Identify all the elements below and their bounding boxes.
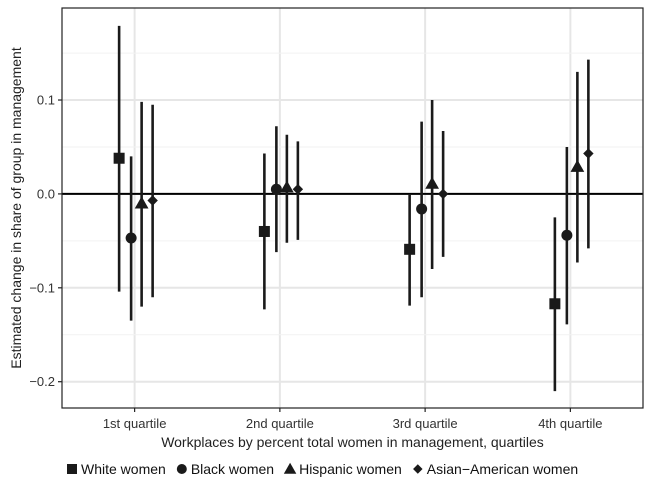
point-circle bbox=[561, 229, 573, 241]
data-series bbox=[113, 25, 594, 392]
y-tick-label: −0.2 bbox=[29, 374, 55, 389]
legend-item: White women bbox=[67, 461, 166, 477]
y-axis: −0.2 −0.1 0.0 0.1 bbox=[29, 93, 62, 389]
point-circle bbox=[416, 203, 428, 215]
legend-key-square bbox=[67, 464, 77, 474]
legend: White women Black women Hispanic women Asia… bbox=[67, 461, 578, 477]
point-circle bbox=[270, 183, 282, 195]
point-diamond bbox=[292, 183, 304, 195]
x-axis: 1st quartile 2nd quartile 3rd quartile 4th … bbox=[103, 408, 603, 431]
y-axis-title: Estimated change in share of group in ma… bbox=[8, 47, 24, 369]
legend-label: Hispanic women bbox=[299, 461, 402, 477]
legend-label: Black women bbox=[191, 461, 274, 477]
point-circle bbox=[125, 232, 137, 244]
y-tick-label: 0.1 bbox=[37, 93, 55, 108]
x-tick-label: 1st quartile bbox=[103, 416, 167, 431]
legend-item: Hispanic women bbox=[283, 461, 402, 477]
x-axis-title: Workplaces by percent total women in man… bbox=[161, 434, 544, 450]
series-circle bbox=[125, 121, 573, 325]
legend-item: Asian−American women bbox=[413, 461, 578, 477]
point-square bbox=[404, 243, 416, 255]
point-triangle bbox=[280, 180, 294, 193]
y-tick-label: 0.0 bbox=[37, 186, 55, 201]
point-square bbox=[549, 298, 561, 310]
x-tick-label: 4th quartile bbox=[538, 416, 602, 431]
legend-label: Asian−American women bbox=[427, 461, 578, 477]
x-tick-label: 3rd quartile bbox=[393, 416, 458, 431]
series-square bbox=[113, 25, 561, 392]
point-square bbox=[258, 225, 270, 237]
series-triangle bbox=[134, 71, 585, 307]
point-triangle bbox=[134, 196, 149, 209]
plot-frame bbox=[61, 7, 644, 409]
point-square bbox=[113, 152, 125, 164]
point-diamond bbox=[583, 148, 594, 159]
point-diamond bbox=[147, 195, 158, 206]
point-triangle bbox=[425, 176, 439, 189]
y-tick-label: −0.1 bbox=[29, 280, 55, 295]
point-diamond bbox=[437, 188, 449, 200]
point-triangle bbox=[570, 159, 585, 172]
x-tick-label: 2nd quartile bbox=[246, 416, 314, 431]
legend-key-triangle bbox=[283, 462, 297, 474]
legend-label: White women bbox=[81, 461, 166, 477]
legend-item: Black women bbox=[176, 461, 274, 477]
legend-key-diamond bbox=[413, 464, 423, 474]
series-diamond bbox=[147, 59, 594, 298]
legend-key-circle bbox=[176, 464, 187, 474]
